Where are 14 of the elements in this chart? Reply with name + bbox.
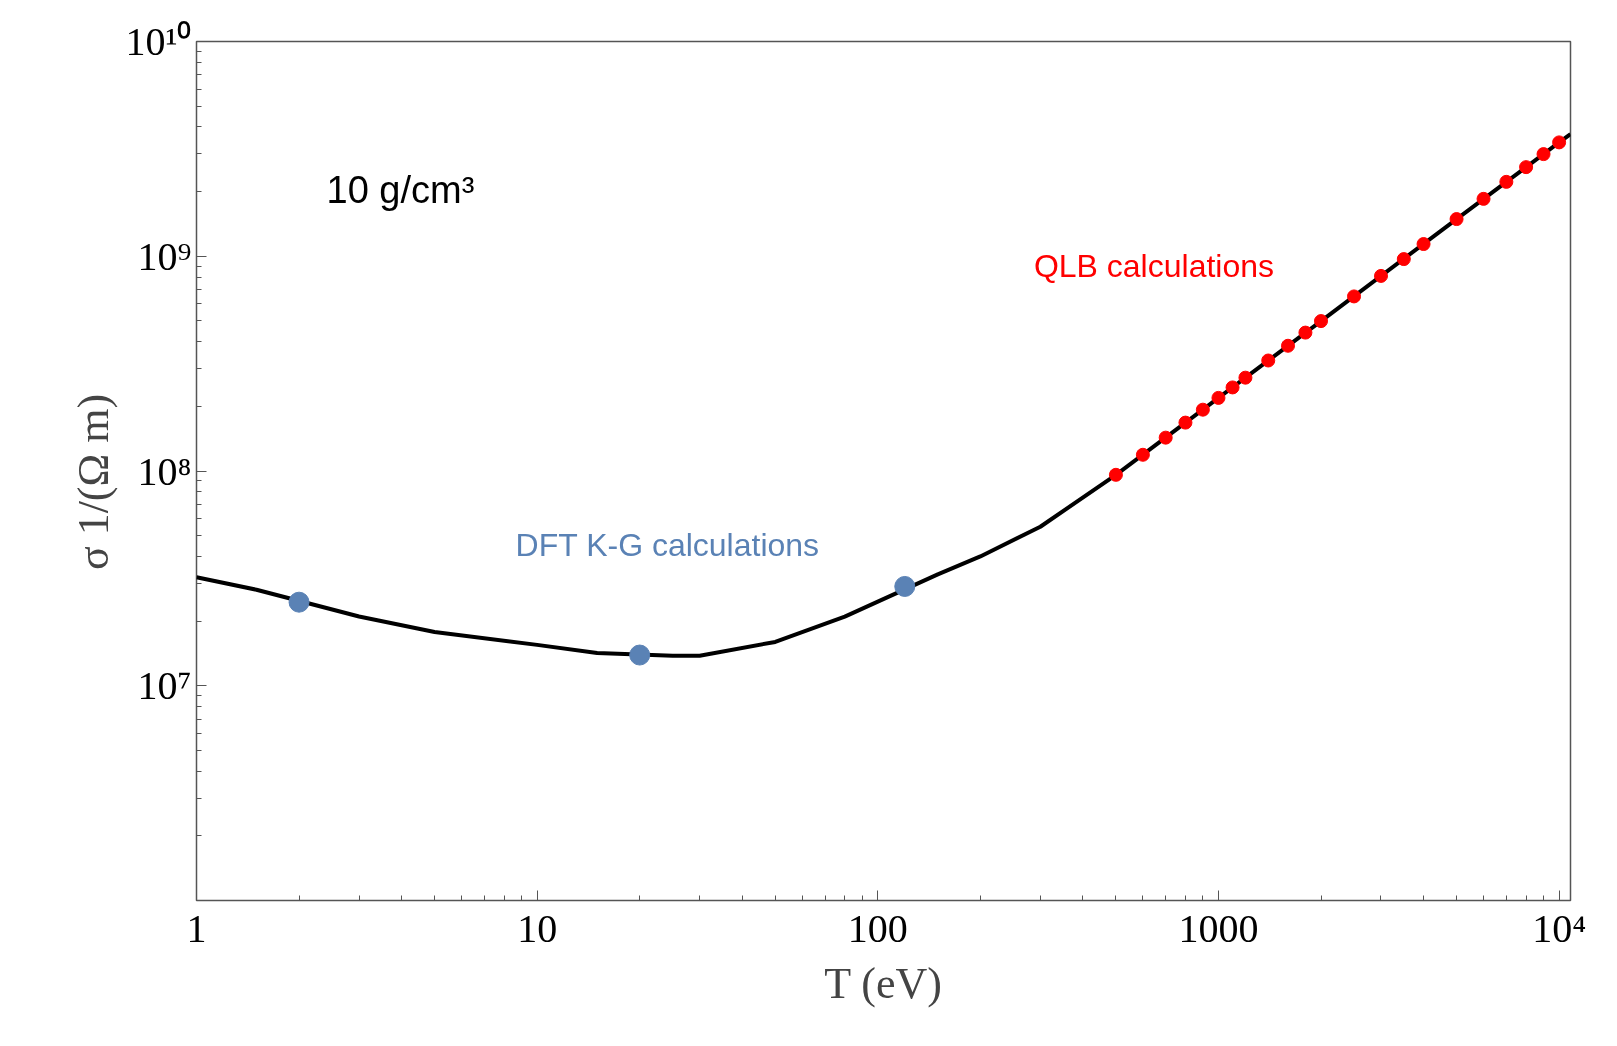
y-tick-label: 10⁷: [137, 663, 192, 709]
x-tick-label: 1000: [1178, 905, 1259, 951]
y-tick-label: 10⁹: [137, 233, 192, 279]
y-tick-label: 10¹⁰: [125, 19, 192, 64]
text: DFT K-G calculations: [515, 527, 820, 564]
x-tick-label: 10: [517, 905, 558, 951]
series-label: QLB calculations: [1033, 248, 1275, 285]
y-tick-label: 10⁸: [137, 448, 192, 494]
x-tick-label: 100: [847, 905, 908, 951]
x-tick-label: 10⁴: [1532, 905, 1587, 951]
y-axis-title: σ 1/(Ω m): [68, 393, 118, 571]
x-tick-label: 1: [186, 905, 207, 951]
x-axis-title: T (eV): [824, 958, 942, 1008]
annotation: 10 g/cm³: [326, 168, 475, 211]
